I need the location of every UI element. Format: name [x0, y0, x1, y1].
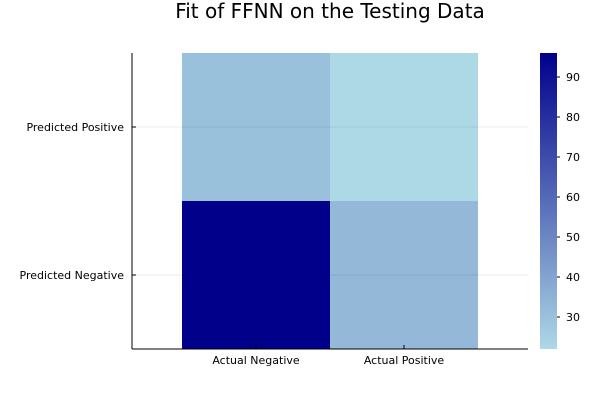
x-tick-label: Actual Negative — [212, 354, 300, 367]
colorbar-ticks: 30 40 50 60 70 80 90 — [557, 71, 580, 324]
colorbar-tick-label: 30 — [566, 311, 580, 324]
heatmap-cell-2 — [182, 201, 330, 349]
heatmap-cell-0 — [182, 53, 330, 201]
heatmap-cell-1 — [330, 53, 478, 201]
y-tick-label: Predicted Negative — [20, 269, 125, 282]
y-tick-label: Predicted Positive — [26, 121, 124, 134]
y-tick-labels: Predicted Negative Predicted Positive — [20, 121, 136, 282]
colorbar-tick-label: 60 — [566, 191, 580, 204]
colorbar-tick-label: 50 — [566, 231, 580, 244]
heatmap-cell-3 — [330, 201, 478, 349]
colorbar — [540, 53, 557, 349]
x-tick-label: Actual Positive — [364, 354, 445, 367]
colorbar-tick-label: 70 — [566, 151, 580, 164]
grid-lines — [132, 126, 528, 276]
colorbar-tick-label: 90 — [566, 71, 580, 84]
colorbar-tick-label: 80 — [566, 111, 580, 124]
heatmap-cells — [182, 53, 478, 349]
colorbar-tick-label: 40 — [566, 271, 580, 284]
x-tick-labels: Actual Negative Actual Positive — [212, 345, 444, 367]
chart-title: Fit of FFNN on the Testing Data — [175, 0, 485, 23]
